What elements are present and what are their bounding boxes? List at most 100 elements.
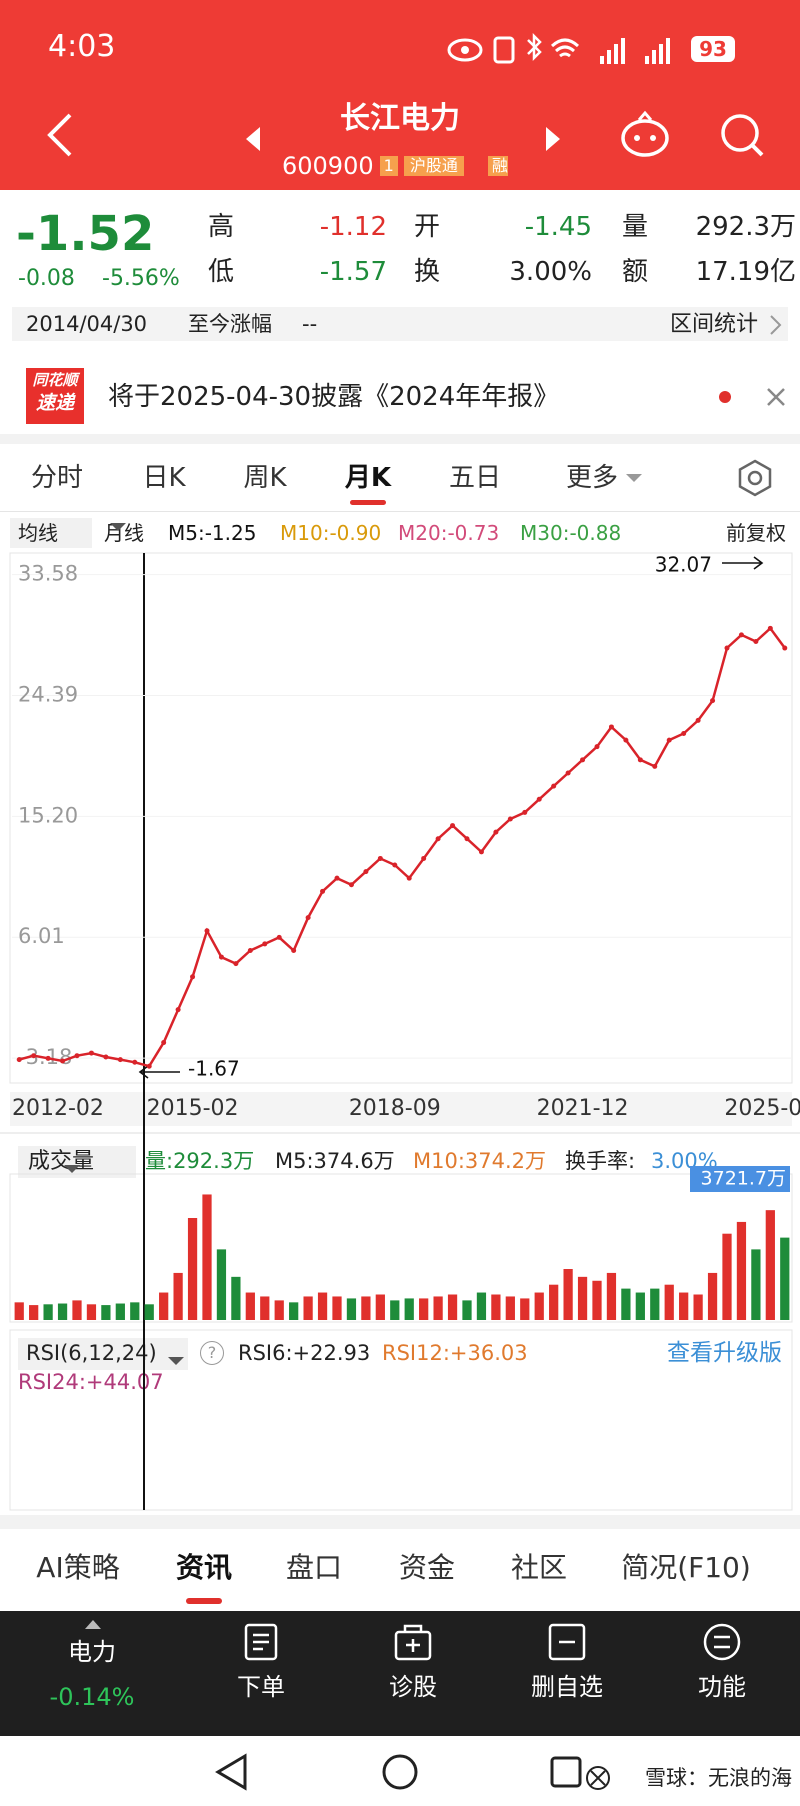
settings[interactable]	[735, 458, 775, 498]
badge: 融	[487, 156, 508, 176]
dropdown-arrows	[64, 523, 184, 1365]
price-point	[695, 717, 701, 723]
bottom-tab[interactable]: 社区	[510, 1551, 568, 1584]
ma-10: M10:-0.90	[280, 521, 382, 545]
volume-bar	[563, 1269, 573, 1320]
period-tab[interactable]: 周K	[243, 463, 287, 493]
rsi-frame	[9, 1329, 793, 1511]
range-date: 2014/04/30	[26, 312, 148, 336]
price-point	[305, 915, 311, 921]
ma-menu[interactable]: 均线	[18, 521, 58, 545]
volume-bar	[520, 1298, 530, 1320]
bottom-tab[interactable]: 盘口	[285, 1551, 343, 1584]
period-tab[interactable]: 五日	[448, 463, 502, 493]
volume-bar	[361, 1296, 371, 1320]
adjust[interactable]: 前复权	[726, 521, 786, 545]
notice-controls[interactable]	[712, 382, 792, 412]
rsi-menu-bg[interactable]	[18, 1338, 188, 1370]
help[interactable]: ?	[200, 1341, 224, 1365]
code-row: 600900 1 沪股通 融	[282, 154, 508, 178]
volume-bar	[245, 1292, 255, 1320]
volume-bar	[346, 1298, 357, 1320]
price-point	[681, 731, 687, 737]
x-tick-label: 2021-12	[537, 1096, 629, 1121]
action[interactable]: 功能	[698, 1673, 746, 1701]
volume-bar	[679, 1292, 689, 1320]
price-point	[536, 796, 542, 802]
price-point	[204, 928, 210, 934]
max-arrow	[722, 556, 764, 570]
volume-bar	[173, 1272, 183, 1320]
price-point	[175, 1007, 181, 1013]
value: -1.57	[319, 257, 387, 287]
system-nav[interactable]	[0, 1736, 800, 1806]
period-tab[interactable]: 日K	[142, 463, 186, 493]
volume-bar	[462, 1300, 472, 1320]
price-point	[88, 1050, 94, 1056]
volume-bar	[621, 1288, 631, 1320]
price-point	[594, 744, 600, 750]
price-point	[767, 625, 773, 631]
range-bar[interactable]	[12, 307, 788, 341]
notice-logo: 同花顺 速递	[26, 368, 84, 424]
turnover-label: 换手率:	[565, 1149, 636, 1173]
ma-5: M5:-1.25	[168, 521, 257, 545]
volume-bar	[14, 1302, 24, 1320]
vol-menu-bg[interactable]	[18, 1146, 136, 1178]
value: 3.00%	[509, 257, 592, 287]
period-tab[interactable]: 月K	[344, 463, 392, 493]
label: 额	[622, 257, 649, 287]
volume-bar	[57, 1303, 68, 1320]
rsi-menu[interactable]: RSI(6,12,24)	[26, 1341, 157, 1365]
sector[interactable]: 电力	[68, 1638, 116, 1666]
period: 月线	[104, 521, 144, 545]
volume-bar	[765, 1210, 775, 1320]
price-point	[276, 934, 282, 940]
price-point	[320, 888, 326, 894]
volume-bar	[592, 1280, 602, 1320]
price-point	[406, 875, 412, 881]
action[interactable]: 下单	[237, 1673, 285, 1701]
price-point	[348, 882, 354, 888]
annotation: -1.67	[188, 1057, 240, 1081]
volume-bar	[476, 1292, 487, 1320]
period-tab[interactable]: 分时	[30, 463, 84, 493]
range-stats[interactable]: 区间统计	[669, 312, 758, 337]
x-tick-label: 2025-03	[724, 1096, 800, 1121]
action[interactable]: 删自选	[531, 1673, 603, 1701]
price-point	[74, 1053, 80, 1059]
volume-bar	[390, 1300, 400, 1320]
price-point	[392, 862, 398, 868]
action[interactable]: 诊股	[389, 1673, 437, 1701]
price-point	[782, 645, 788, 651]
notice-text[interactable]: 将于2025-04-30披露《2024年年报》	[108, 382, 560, 412]
upgrade[interactable]: 查看升级版	[667, 1340, 782, 1366]
bottom-tab[interactable]: 资金	[398, 1551, 456, 1584]
ma-menu-bg[interactable]	[10, 518, 92, 548]
logo-text: 速递	[35, 392, 74, 414]
period-tab[interactable]: 更多	[565, 463, 619, 493]
action-icons	[244, 1623, 741, 1661]
price-line	[18, 626, 786, 1068]
vol-now: 量:292.3万	[145, 1149, 255, 1173]
max-badge-bg	[690, 1166, 790, 1192]
volume-bar	[635, 1292, 645, 1320]
volume-bar	[231, 1276, 241, 1320]
header-icons[interactable]	[615, 110, 785, 160]
price-point	[218, 954, 224, 960]
volume-bar	[780, 1237, 790, 1320]
price-point	[233, 961, 239, 967]
volume-bar	[144, 1304, 154, 1320]
bottom-tab[interactable]: 简况(F10)	[621, 1551, 751, 1584]
back-button[interactable]	[40, 110, 80, 160]
price-point	[103, 1054, 109, 1060]
volume-bar	[447, 1294, 458, 1320]
bottom-tab[interactable]: AI策略	[36, 1551, 120, 1584]
bottom-tab[interactable]: 资讯	[175, 1551, 233, 1584]
rsi12: RSI12:+36.03	[382, 1341, 528, 1365]
volume-bar	[707, 1272, 718, 1320]
price-frame	[9, 552, 793, 1084]
price-point	[738, 632, 744, 638]
y-tick-label: 15.20	[18, 803, 78, 827]
